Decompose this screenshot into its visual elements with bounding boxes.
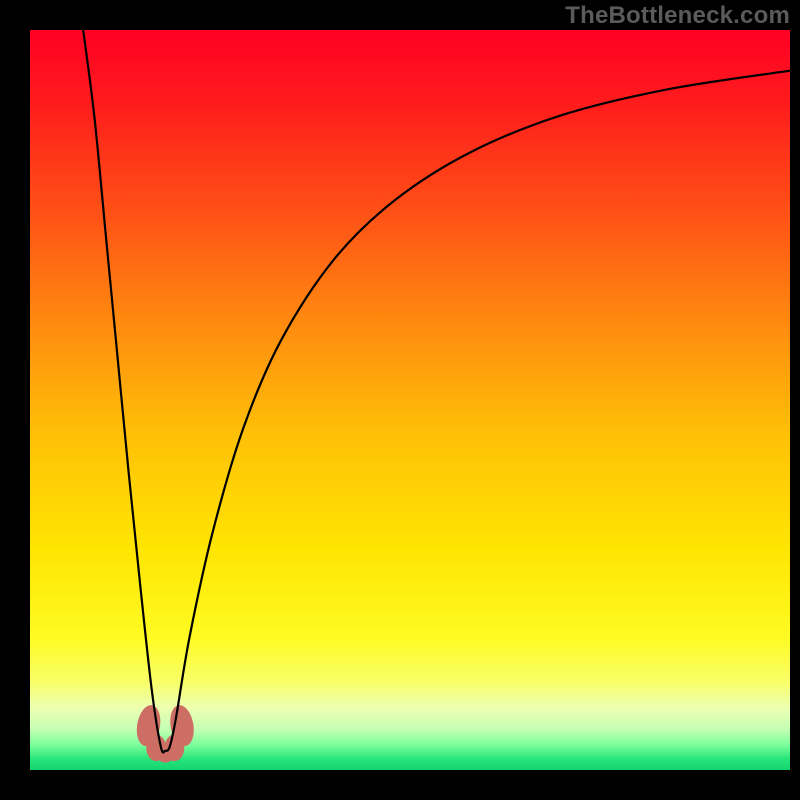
bottleneck-chart [0, 0, 800, 800]
frame-border-left [0, 0, 30, 800]
frame-border-right [790, 0, 800, 800]
gradient-background [30, 30, 790, 770]
frame-border-bottom [0, 770, 800, 800]
watermark-text: TheBottleneck.com [565, 2, 790, 30]
